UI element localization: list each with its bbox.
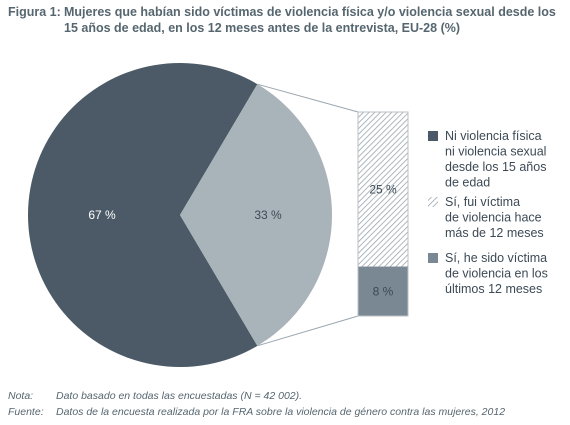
bar-segment-label: 25 % bbox=[369, 182, 397, 196]
figure-number: Figura 1: bbox=[8, 5, 61, 19]
figure-title: Figura 1: Mujeres que habían sido víctim… bbox=[8, 4, 564, 36]
legend-label: últimos 12 meses bbox=[445, 282, 542, 296]
legend-swatch bbox=[428, 197, 438, 207]
legend-swatch bbox=[428, 253, 438, 263]
source-row: Fuente: Datos de la encuesta realizada p… bbox=[8, 404, 564, 420]
bar-segment bbox=[358, 266, 408, 316]
stacked-bar: 25 % 8 % bbox=[357, 111, 409, 317]
note-key: Nota: bbox=[8, 390, 34, 402]
legend-label: más de 12 meses bbox=[445, 226, 544, 240]
connector-line-top bbox=[257, 83, 359, 113]
pie-label-large: 67 % bbox=[88, 208, 116, 222]
legend-label: de violencia en los bbox=[445, 267, 548, 281]
pie-slice-large bbox=[27, 62, 258, 367]
bar-segment bbox=[358, 112, 408, 267]
pie-label-small: 33 % bbox=[254, 208, 282, 222]
legend-label: Sí, he sido víctima bbox=[445, 251, 547, 265]
pie-chart: 67 % 33 % bbox=[27, 62, 332, 367]
legend-swatch bbox=[428, 131, 438, 141]
legend-label: ni violencia sexual bbox=[445, 145, 546, 159]
source-key: Fuente: bbox=[8, 406, 44, 418]
connector-line-bottom bbox=[257, 315, 359, 347]
legend-label: de violencia hace bbox=[445, 211, 542, 225]
connector-lines bbox=[257, 83, 359, 347]
pie-slice-small bbox=[180, 84, 332, 346]
bar-segment-label: 8 % bbox=[373, 284, 394, 298]
notes: Nota: Dato basado en todas las encuestad… bbox=[8, 388, 564, 420]
source-value: Datos de la encuesta realizada por la FR… bbox=[56, 406, 506, 418]
legend-label: desde los 15 años bbox=[445, 160, 546, 174]
legend-label: Ni violencia física bbox=[445, 129, 542, 143]
legend-label: Sí, fui víctima bbox=[445, 195, 520, 209]
note-row: Nota: Dato basado en todas las encuestad… bbox=[8, 388, 564, 404]
bar-outline bbox=[357, 111, 409, 317]
legend-label: de edad bbox=[445, 176, 490, 190]
figure-title-text: Mujeres que habían sido víctimas de viol… bbox=[64, 5, 556, 35]
note-value: Dato basado en todas las encuestadas (N … bbox=[56, 390, 303, 402]
